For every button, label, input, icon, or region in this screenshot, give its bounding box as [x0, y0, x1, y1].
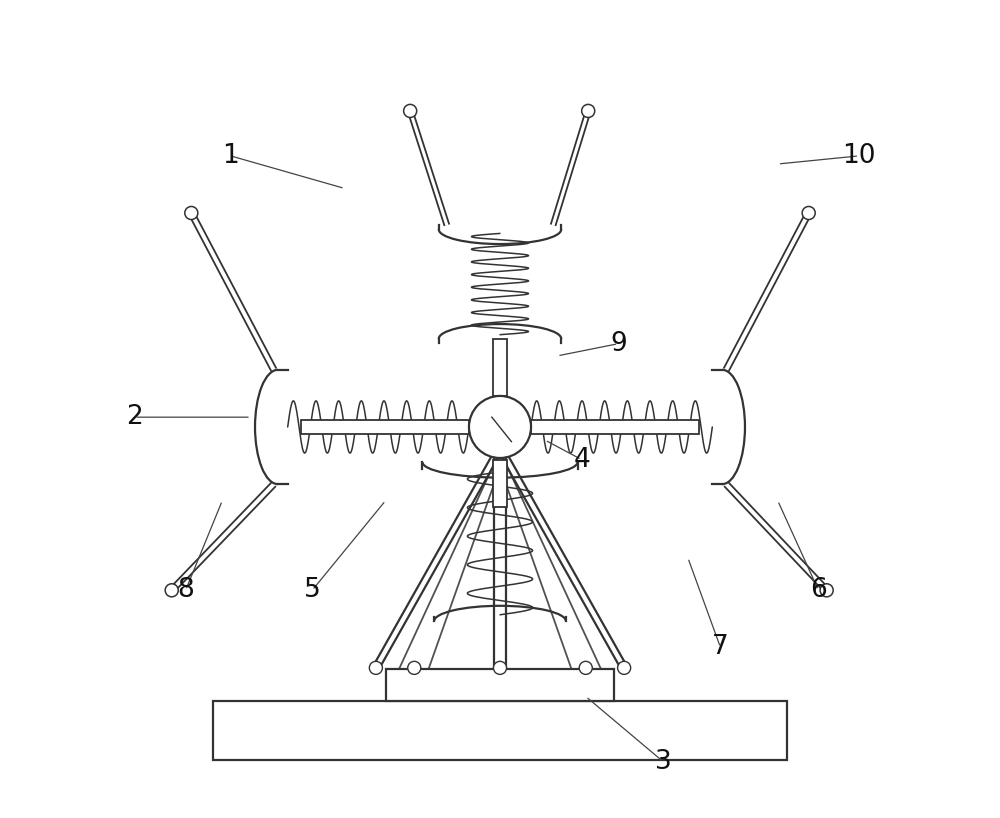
Text: 6: 6	[810, 578, 827, 604]
Circle shape	[408, 661, 421, 674]
Circle shape	[185, 206, 198, 219]
Circle shape	[820, 584, 833, 597]
Text: 10: 10	[843, 143, 876, 169]
Circle shape	[165, 584, 178, 597]
Circle shape	[493, 661, 507, 674]
Circle shape	[404, 105, 417, 118]
Text: 7: 7	[712, 635, 729, 660]
Circle shape	[579, 661, 592, 674]
Circle shape	[618, 661, 631, 674]
Circle shape	[582, 105, 595, 118]
Text: 8: 8	[177, 578, 194, 604]
Circle shape	[369, 661, 382, 674]
Bar	[301, 420, 469, 434]
Bar	[493, 461, 507, 507]
Text: 2: 2	[126, 404, 143, 430]
Text: 9: 9	[610, 330, 627, 357]
Bar	[531, 420, 699, 434]
Bar	[213, 701, 787, 760]
Circle shape	[469, 396, 531, 458]
Text: 3: 3	[655, 748, 672, 775]
Text: 4: 4	[573, 447, 590, 473]
Bar	[493, 339, 507, 396]
Text: 5: 5	[304, 578, 321, 604]
Bar	[386, 668, 614, 701]
Text: 1: 1	[222, 143, 239, 169]
Circle shape	[802, 206, 815, 219]
